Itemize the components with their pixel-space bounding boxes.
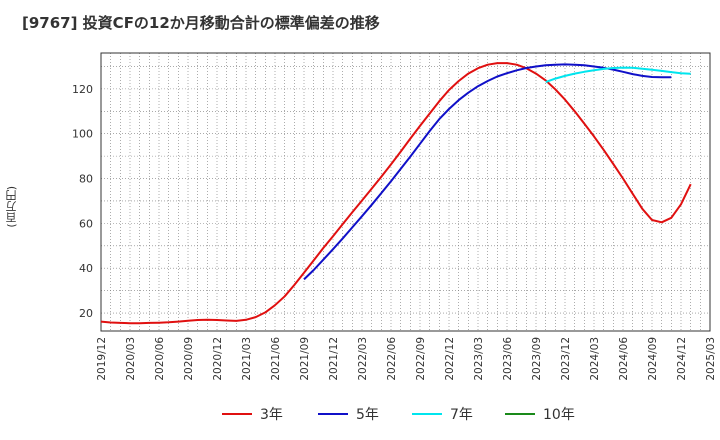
x-tick-label: 2025/03	[705, 337, 717, 381]
x-tick-label: 2023/03	[473, 337, 485, 381]
plot-area	[101, 53, 710, 331]
chart-title: [9767] 投資CFの12か月移動合計の標準偏差の推移	[22, 14, 380, 32]
x-tick-label: 2024/12	[676, 337, 688, 381]
x-tick-label: 2023/09	[531, 337, 543, 381]
x-tick-label: 2023/12	[560, 337, 572, 381]
y-tick-label: 60	[79, 217, 93, 230]
legend-label-0: 3年	[260, 407, 283, 423]
x-tick-label: 2022/12	[444, 337, 456, 381]
x-tick-label: 2024/06	[618, 337, 630, 381]
x-tick-label: 2021/12	[328, 337, 340, 381]
legend-label-1: 5年	[356, 407, 379, 423]
x-tick-label: 2021/06	[270, 337, 282, 381]
y-tick-label: 80	[79, 173, 93, 186]
x-tick-label: 2022/09	[415, 337, 427, 381]
legend-label-3: 10年	[543, 407, 575, 423]
y-tick-label: 120	[72, 83, 93, 96]
x-tick-label: 2020/09	[183, 337, 195, 381]
y-tick-label: 100	[72, 128, 93, 141]
x-tick-label: 2021/03	[241, 337, 253, 381]
legend-label-2: 7年	[450, 407, 473, 423]
x-tick-label: 2024/09	[647, 337, 659, 381]
plot-border	[100, 52, 711, 332]
x-tick-label: 2019/12	[96, 337, 108, 381]
series-line-0	[100, 62, 692, 325]
x-tick-label: 2020/06	[154, 337, 166, 381]
x-tick-label: 2021/09	[299, 337, 311, 381]
x-tick-label: 2022/06	[386, 337, 398, 381]
x-tick-label: 2020/03	[125, 337, 137, 381]
x-tick-label: 2024/03	[589, 337, 601, 381]
y-tick-label: 20	[79, 307, 93, 320]
x-tick-label: 2020/12	[212, 337, 224, 381]
x-tick-label: 2023/06	[502, 337, 514, 381]
x-tick-label: 2022/03	[357, 337, 369, 381]
y-tick-label: 40	[79, 262, 93, 275]
series-line-2	[545, 66, 691, 84]
